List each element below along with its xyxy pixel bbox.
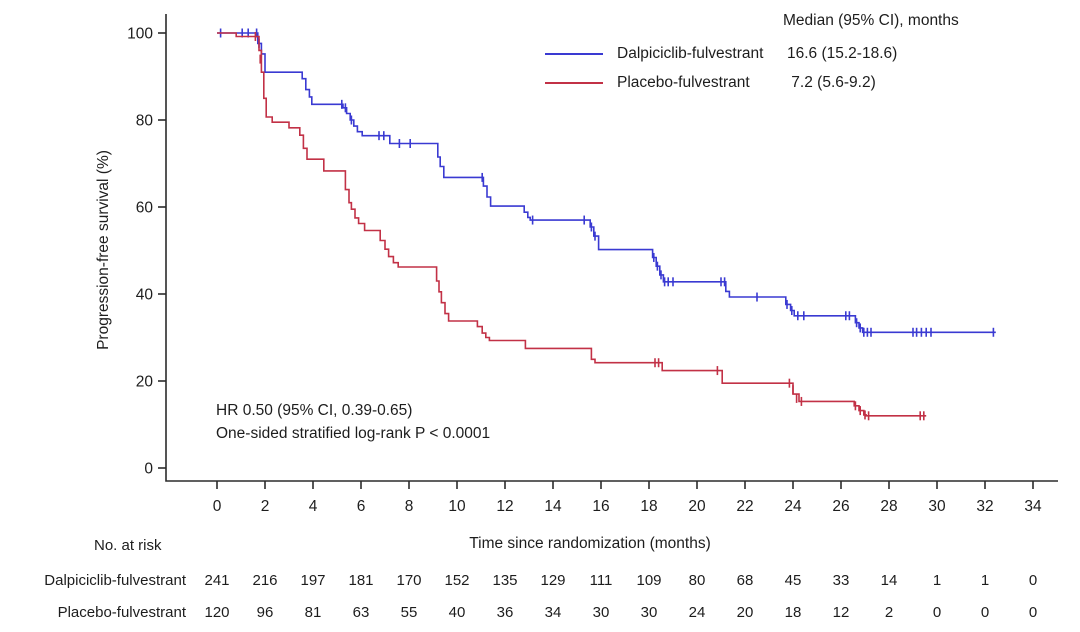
legend-median-dalpiciclib: 16.6 (15.2-18.6): [787, 45, 898, 62]
y-tick-label: 80: [136, 113, 154, 130]
x-tick-label: 8: [405, 498, 414, 515]
risk-count: 120: [204, 604, 230, 621]
risk-count: 30: [592, 604, 610, 621]
risk-count: 0: [1028, 604, 1038, 621]
x-tick-label: 16: [592, 498, 609, 515]
risk-count: 55: [400, 604, 418, 621]
risk-count: 0: [932, 604, 942, 621]
risk-row-label: Dalpiciclib-fulvestrant: [44, 572, 186, 589]
x-tick-label: 6: [357, 498, 366, 515]
x-tick-label: 2: [261, 498, 270, 515]
y-tick-label: 20: [136, 374, 154, 391]
risk-count: 181: [348, 572, 374, 589]
risk-count: 18: [784, 604, 802, 621]
x-tick-label: 24: [784, 498, 802, 515]
risk-count: 34: [544, 604, 562, 621]
legend-label-dalpiciclib: Dalpiciclib-fulvestrant: [617, 45, 764, 62]
risk-count: 129: [540, 572, 566, 589]
risk-count: 170: [396, 572, 422, 589]
legend-label-placebo: Placebo-fulvestrant: [617, 74, 750, 91]
y-tick-label: 100: [127, 26, 153, 43]
risk-count: 111: [589, 572, 613, 589]
risk-count: 0: [980, 604, 990, 621]
risk-count: 241: [204, 572, 230, 589]
legend-entry-dalpiciclib: Dalpiciclib-fulvestrant 16.6 (15.2-18.6): [545, 43, 897, 65]
risk-count: 36: [496, 604, 514, 621]
x-tick-label: 12: [496, 498, 513, 515]
risk-count: 80: [688, 572, 706, 589]
risk-count: 135: [492, 572, 518, 589]
risk-count: 197: [300, 572, 326, 589]
dalpiciclib-curve: [217, 32, 996, 334]
y-axis-title: Progression-free survival (%): [95, 150, 112, 350]
legend-entry-placebo: Placebo-fulvestrant 7.2 (5.6-9.2): [545, 72, 876, 94]
risk-count: 109: [636, 572, 662, 589]
risk-count: 63: [352, 604, 370, 621]
hazard-ratio-text: HR 0.50 (95% CI, 0.39-0.65): [216, 402, 413, 419]
legend-median-header: Median (95% CI), months: [783, 12, 959, 29]
statistics-annotation: HR 0.50 (95% CI, 0.39-0.65) One-sided st…: [216, 399, 490, 445]
y-tick-label: 0: [144, 461, 153, 478]
x-tick-label: 30: [928, 498, 946, 515]
risk-row-label: Placebo-fulvestrant: [57, 604, 186, 621]
risk-count: 0: [1028, 572, 1038, 589]
x-tick-label: 20: [688, 498, 706, 515]
y-tick-label: 60: [136, 200, 154, 217]
y-tick-label: 40: [136, 287, 154, 304]
risk-count: 14: [880, 572, 898, 589]
axis-lines: [165, 14, 1058, 482]
x-tick-label: 14: [544, 498, 562, 515]
risk-count: 152: [444, 572, 470, 589]
risk-table-title: No. at risk: [94, 537, 162, 554]
risk-count: 2: [884, 604, 894, 621]
legend-median-placebo: 7.2 (5.6-9.2): [787, 74, 876, 91]
risk-count: 40: [448, 604, 466, 621]
x-tick-label: 34: [1024, 498, 1042, 515]
risk-count: 68: [736, 572, 754, 589]
x-tick-label: 28: [880, 498, 897, 515]
x-tick-label: 10: [448, 498, 466, 515]
placebo-curve: [217, 32, 927, 417]
risk-count: 81: [304, 604, 322, 621]
risk-count: 20: [736, 604, 754, 621]
x-tick-label: 26: [832, 498, 849, 515]
x-tick-label: 22: [736, 498, 753, 515]
risk-count: 33: [832, 572, 850, 589]
x-tick-label: 4: [309, 498, 318, 515]
risk-count: 96: [256, 604, 274, 621]
risk-count: 216: [252, 572, 278, 589]
logrank-p-text: One-sided stratified log-rank P < 0.0001: [216, 425, 491, 442]
dalpiciclib-line-swatch: [545, 53, 603, 55]
x-axis-title: Time since randomization (months): [469, 535, 711, 552]
risk-count: 24: [688, 604, 706, 621]
x-tick-label: 0: [213, 498, 222, 515]
placebo-line-swatch: [545, 82, 603, 84]
risk-count: 1: [932, 572, 942, 589]
x-tick-label: 18: [640, 498, 657, 515]
risk-count: 1: [980, 572, 990, 589]
risk-count: 12: [832, 604, 850, 621]
risk-count: 45: [784, 572, 802, 589]
risk-count: 30: [640, 604, 658, 621]
x-tick-label: 32: [976, 498, 993, 515]
